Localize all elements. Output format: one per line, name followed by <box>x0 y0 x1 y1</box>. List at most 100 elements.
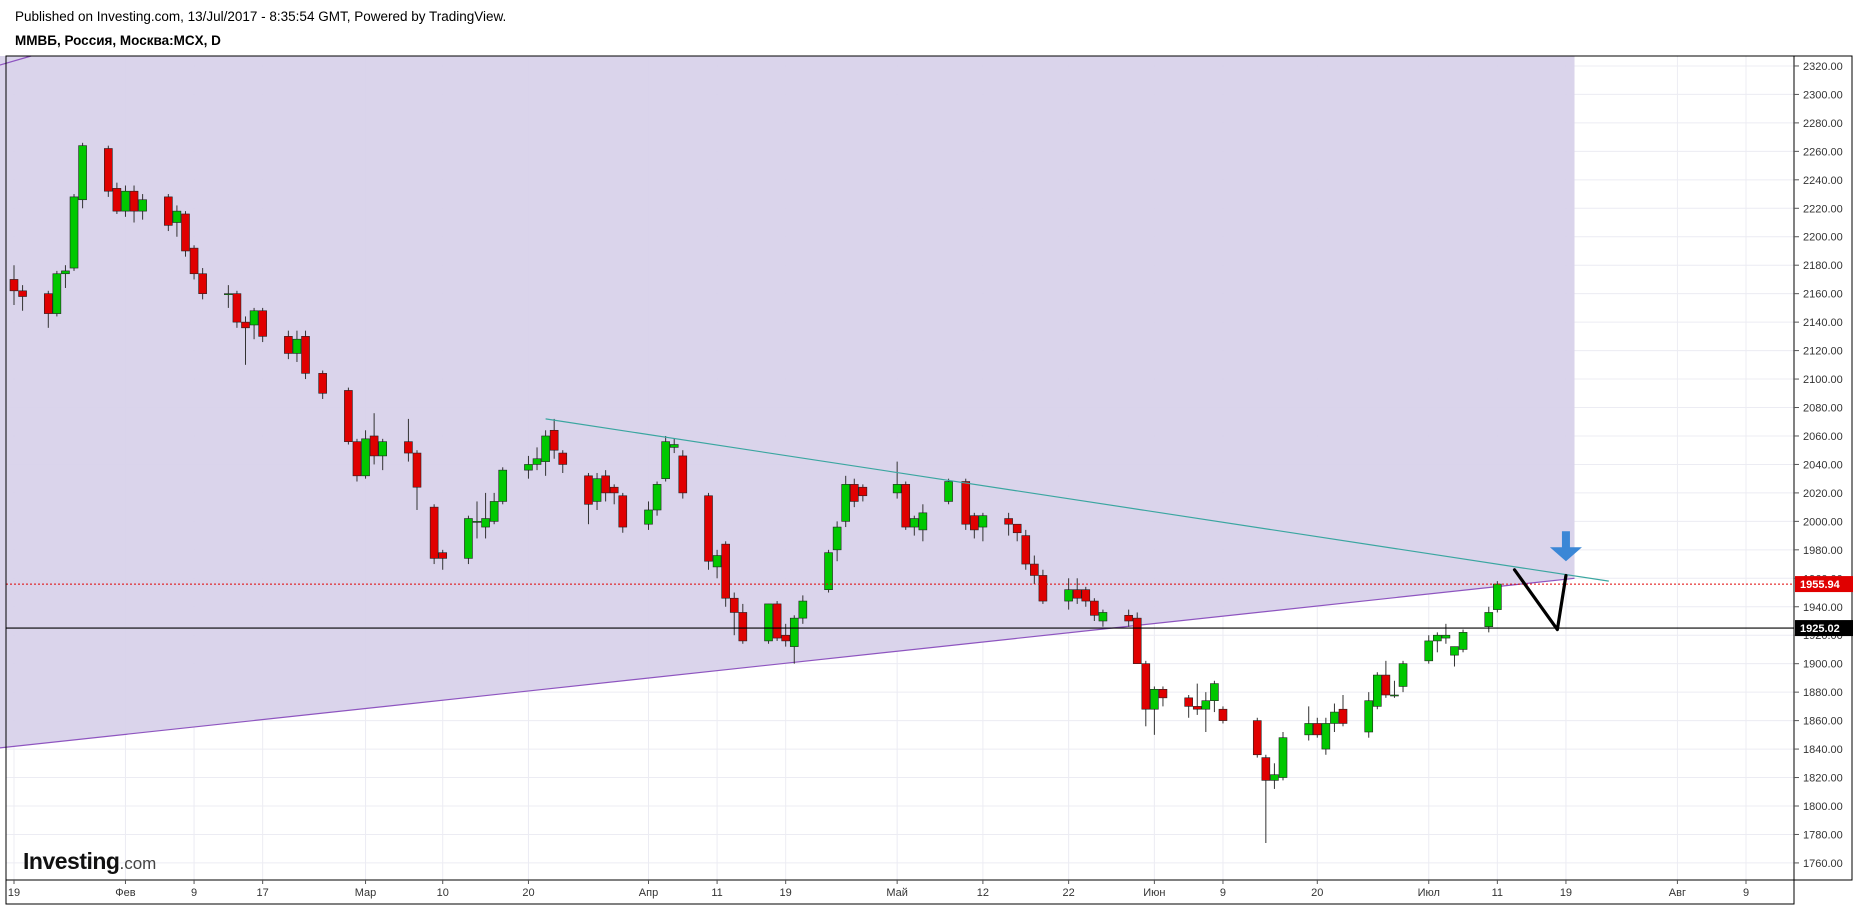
candle-body <box>292 338 302 354</box>
candle <box>1158 686 1168 707</box>
candle <box>909 515 919 536</box>
candle-body <box>361 438 370 477</box>
candle-body <box>52 273 62 314</box>
candle-body <box>652 484 662 511</box>
candle <box>481 492 490 539</box>
candle-body <box>198 273 207 294</box>
candle-body <box>901 484 911 528</box>
candle-body <box>352 441 362 477</box>
candle-body <box>104 148 113 192</box>
candle-body <box>1004 518 1013 525</box>
time-scale-frame <box>5 879 1795 905</box>
candle-body <box>1493 583 1502 610</box>
candle <box>1373 672 1382 710</box>
candle <box>129 185 139 223</box>
candle <box>1441 623 1451 644</box>
candle <box>1201 692 1211 732</box>
candle <box>1064 578 1073 610</box>
candle <box>1261 754 1271 843</box>
candle <box>104 145 113 197</box>
y-tick-label: 2160.00 <box>1803 289 1843 301</box>
candle-body <box>232 293 242 323</box>
y-tick-label: 2020.00 <box>1803 488 1843 500</box>
candle-body <box>824 552 833 590</box>
candle-body <box>661 441 670 479</box>
candle-body <box>481 518 490 528</box>
candle <box>978 512 988 542</box>
y-tick-label: 2200.00 <box>1803 232 1843 244</box>
candle-body <box>181 213 190 252</box>
candle-body <box>738 612 748 642</box>
candle-body <box>1038 575 1048 602</box>
candle-body <box>404 441 413 454</box>
x-tick-label: 9 <box>191 887 197 899</box>
y-tick-label: 2320.00 <box>1803 61 1843 73</box>
candle <box>1218 706 1228 724</box>
candle-body <box>1261 757 1271 781</box>
candle <box>721 541 730 607</box>
x-tick-label: Фев <box>115 887 135 899</box>
candle <box>1381 660 1391 698</box>
candle-body <box>1124 614 1133 622</box>
candle-body <box>909 518 919 528</box>
candle-body <box>541 435 550 462</box>
y-tick-label: 2080.00 <box>1803 403 1843 415</box>
candle <box>258 307 267 343</box>
candle-body <box>69 196 79 269</box>
candle <box>609 484 619 505</box>
candle-body <box>1338 708 1348 724</box>
candle <box>1184 694 1193 718</box>
candle <box>232 290 242 328</box>
candle <box>1278 731 1288 781</box>
x-tick-label: Май <box>886 887 908 899</box>
y-tick-label: 1900.00 <box>1803 659 1843 671</box>
candle <box>1030 555 1039 584</box>
candle-body <box>944 481 953 502</box>
candle-body <box>1192 706 1202 710</box>
candle-body <box>764 603 773 642</box>
candle-body <box>1330 711 1339 724</box>
candle <box>138 194 147 220</box>
y-tick-label: 2280.00 <box>1803 118 1843 130</box>
logo-main: Investing <box>23 848 120 874</box>
candle <box>1458 629 1468 653</box>
candle-body <box>344 390 353 442</box>
candle <box>1038 569 1048 604</box>
candle <box>764 603 773 644</box>
candle-body <box>601 475 610 494</box>
candle-body <box>1373 674 1382 707</box>
candle-body <box>524 464 533 471</box>
candle-body <box>258 310 267 337</box>
candle-body <box>712 555 722 568</box>
x-tick-label: Мар <box>355 887 377 899</box>
x-tick-label: 11 <box>1492 887 1503 899</box>
x-tick-label: 10 <box>437 887 449 899</box>
x-tick-label: Июл <box>1418 887 1440 899</box>
candle-body <box>772 603 782 639</box>
candle-body <box>1304 723 1314 736</box>
candle <box>918 504 928 542</box>
candle <box>789 615 799 664</box>
candle-body <box>1150 688 1159 710</box>
candle <box>189 245 199 280</box>
candle <box>541 430 550 476</box>
x-tick-label: 17 <box>257 887 269 899</box>
candle <box>644 501 653 530</box>
candle <box>78 142 87 209</box>
candle-body <box>284 336 293 354</box>
y-tick-label: 1820.00 <box>1803 773 1843 785</box>
price-scale-frame <box>1793 55 1853 881</box>
y-tick-label: 2180.00 <box>1803 260 1843 272</box>
candle-body <box>1433 634 1442 642</box>
x-tick-label: Апр <box>639 887 658 899</box>
candle <box>849 478 859 508</box>
candle <box>961 478 971 530</box>
candle-body <box>43 293 53 314</box>
candle-body <box>609 486 619 494</box>
y-tick-label: 1840.00 <box>1803 744 1843 756</box>
candle-body <box>301 336 310 374</box>
candle-body <box>78 145 87 201</box>
x-tick-label: 19 <box>780 887 792 899</box>
candle <box>112 182 122 214</box>
